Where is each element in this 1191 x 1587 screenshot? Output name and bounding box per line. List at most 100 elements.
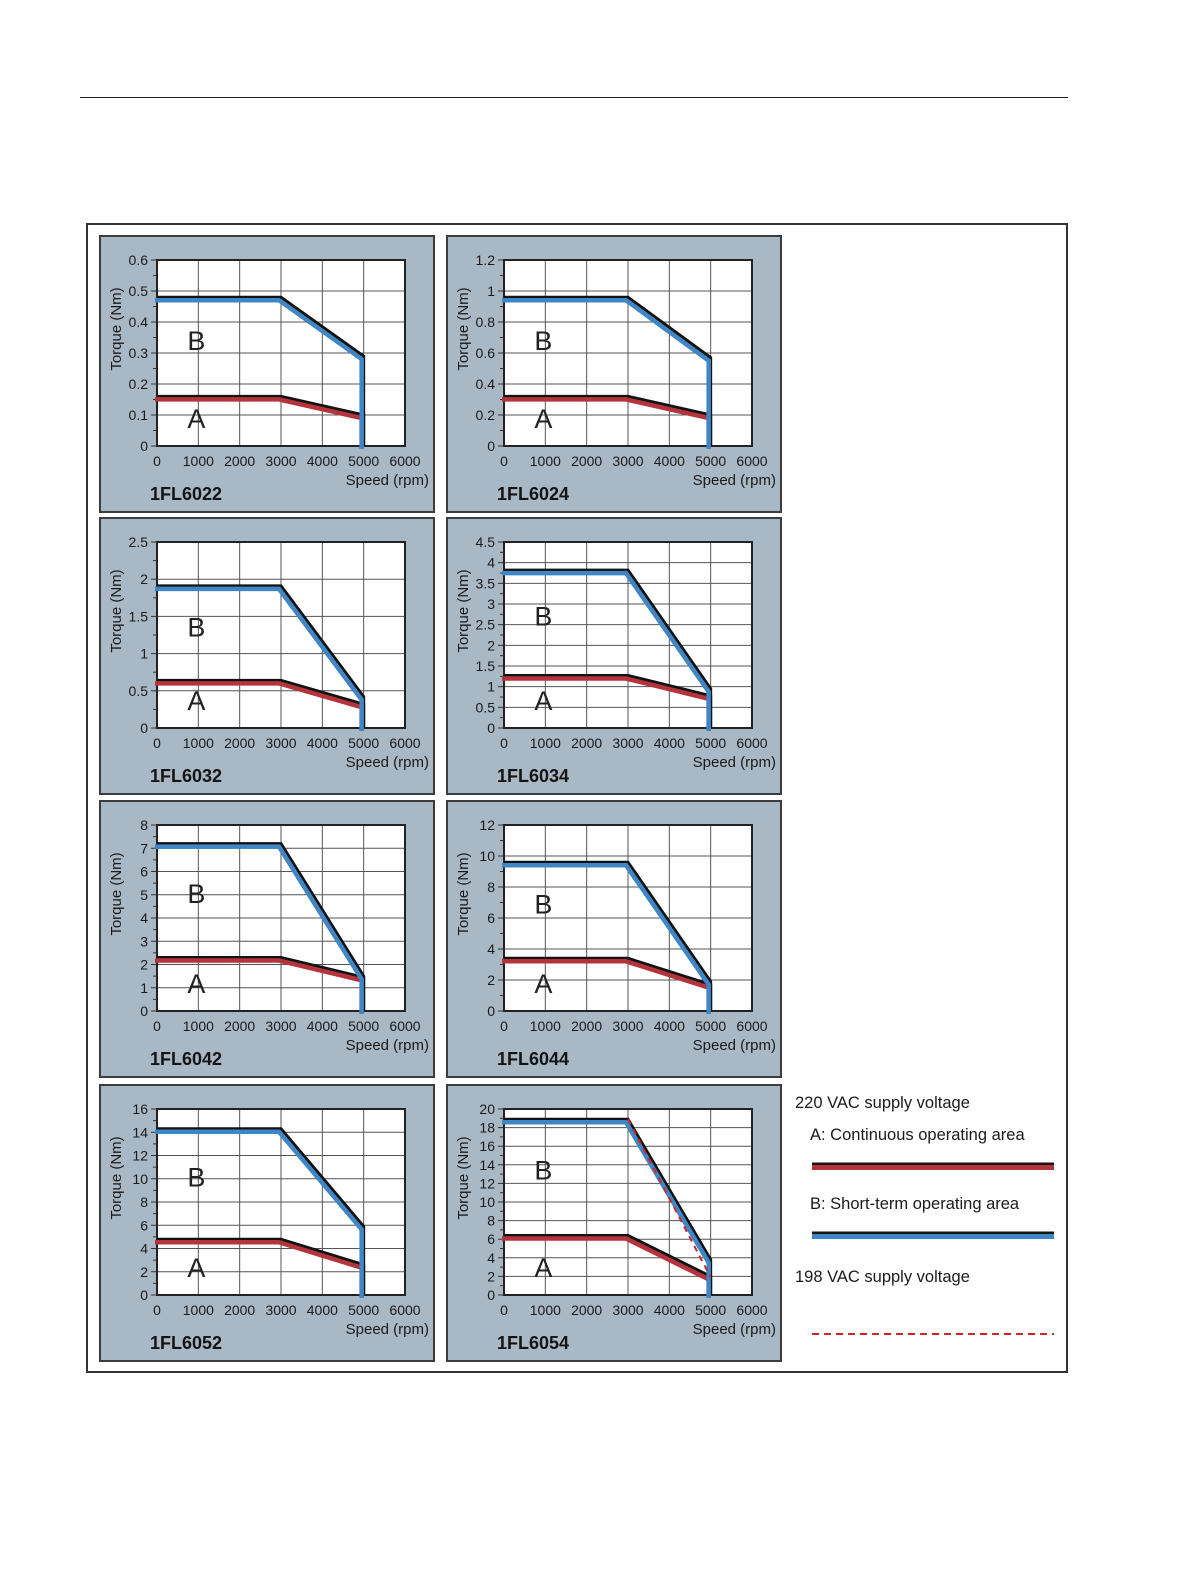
series-b-line: [155, 844, 364, 1014]
x-tick-label: 3000: [265, 1302, 296, 1318]
chart-model-label: 1FL6044: [497, 1049, 570, 1069]
x-axis-label: Speed (rpm): [346, 472, 429, 489]
chart-panel-1FL6044: B A 0 2 4 6 8 10 12 0 1000 2000 3000 4000 5000 6000 Spee…: [446, 800, 782, 1078]
y-tick-label: 2: [487, 972, 495, 988]
series-lines: [155, 584, 366, 731]
chart-model-label: 1FL6042: [150, 1049, 223, 1069]
x-tick-label: 2000: [224, 1018, 255, 1034]
x-tick-label: 5000: [695, 1302, 726, 1318]
x-tick-label: 1000: [530, 1302, 561, 1318]
y-tick-label: 0: [487, 438, 495, 454]
plot-border: [156, 259, 406, 447]
x-axis-label: Speed (rpm): [346, 754, 429, 771]
y-tick-label: 0: [140, 720, 148, 736]
x-tick-label: 5000: [348, 1302, 379, 1318]
x-tick-label: 6000: [736, 1018, 767, 1034]
region-label-b: B: [534, 326, 552, 356]
x-tick-label: 2000: [571, 1302, 602, 1318]
y-tick-label: 0: [140, 438, 148, 454]
y-tick-label: 2: [487, 637, 495, 653]
x-tick-label: 5000: [695, 453, 726, 469]
y-tick-label: 6: [140, 1217, 148, 1233]
chart-model-label: 1FL6022: [150, 484, 223, 504]
y-tick-label: 1: [487, 283, 495, 299]
x-axis-label: Speed (rpm): [693, 754, 776, 771]
y-tick-label: 4: [140, 1241, 148, 1257]
figure-frame: [86, 223, 1068, 1373]
chart-panel-1FL6054: B A 0 2 4 6 8 10 12 14 16 18 20 0 1000 2000 3000 4000 5000…: [446, 1084, 782, 1362]
chart-panel-1FL6034: B A 0 0.5 1 1.5 2 2.5 3 3.5 4 4.5 0 1000 2000 3000 4000 5…: [446, 517, 782, 795]
plot-border: [156, 1108, 406, 1296]
x-tick-label: 0: [500, 735, 508, 751]
x-tick-label: 2000: [571, 453, 602, 469]
y-tick-label: 10: [479, 1194, 495, 1210]
top-rule: [80, 97, 1068, 98]
series-b-line: [502, 1119, 711, 1298]
x-tick-label: 6000: [389, 1302, 420, 1318]
y-tick-label: 1: [140, 646, 148, 662]
series-lines: [502, 1117, 713, 1298]
x-tick-label: 3000: [265, 735, 296, 751]
y-tick-label: 6: [487, 910, 495, 926]
x-tick-label: 5000: [348, 453, 379, 469]
chart-model-label: 1FL6032: [150, 766, 223, 786]
chart-model-label: 1FL6054: [497, 1333, 570, 1353]
x-tick-label: 5000: [348, 1018, 379, 1034]
series-lines: [155, 842, 366, 1014]
region-label-b: B: [534, 602, 552, 632]
y-tick-label: 1.5: [476, 658, 496, 674]
y-tick-label: 2: [487, 1268, 495, 1284]
x-tick-label: 1000: [530, 1018, 561, 1034]
x-tick-label: 6000: [389, 735, 420, 751]
x-tick-label: 3000: [612, 453, 643, 469]
chart-panel-1FL6052: B A 0 2 4 6 8 10 12 14 16 0 1000 2000 3000 4000 5000 6000…: [99, 1084, 435, 1362]
y-tick-label: 4: [487, 1250, 495, 1266]
region-label-b: B: [187, 1162, 205, 1192]
series-lines: [502, 295, 713, 449]
x-tick-label: 4000: [307, 453, 338, 469]
region-label-a: A: [187, 969, 205, 999]
x-tick-label: 0: [153, 1018, 161, 1034]
x-tick-label: 4000: [654, 453, 685, 469]
legend-198vac-title: 198 VAC supply voltage: [795, 1268, 970, 1286]
x-tick-label: 4000: [654, 735, 685, 751]
x-tick-label: 1000: [183, 1018, 214, 1034]
torque-speed-chart: B A 0 1 2 3 4 5 6 7 8 0 1000 2000 3000 4000 5000 6000 Spee…: [108, 817, 429, 1054]
series-lines: [155, 295, 366, 449]
x-tick-label: 6000: [389, 1018, 420, 1034]
y-tick-label: 18: [479, 1120, 495, 1136]
y-tick-label: 1: [487, 679, 495, 695]
y-tick-label: 2: [140, 571, 148, 587]
x-tick-label: 1000: [183, 453, 214, 469]
y-tick-label: 4: [140, 910, 148, 926]
region-label-a: A: [187, 1253, 205, 1283]
x-tick-label: 1000: [183, 1302, 214, 1318]
y-tick-label: 0: [487, 1003, 495, 1019]
x-tick-label: 0: [153, 735, 161, 751]
plot-border: [503, 824, 753, 1012]
x-tick-label: 5000: [348, 735, 379, 751]
region-label-a: A: [534, 969, 552, 999]
x-tick-label: 0: [500, 1302, 508, 1318]
chart-model-label: 1FL6024: [497, 484, 570, 504]
region-label-a: A: [534, 404, 552, 434]
y-tick-label: 1.5: [129, 608, 149, 624]
y-tick-label: 14: [132, 1124, 148, 1140]
x-tick-label: 4000: [307, 1302, 338, 1318]
region-label-b: B: [534, 1156, 552, 1186]
torque-speed-chart: B A 0 2 4 6 8 10 12 0 1000 2000 3000 4000 5000 6000 Spee…: [455, 817, 776, 1054]
x-tick-label: 0: [500, 1018, 508, 1034]
y-tick-label: 16: [479, 1138, 495, 1154]
y-tick-label: 8: [140, 817, 148, 833]
y-tick-label: 0: [140, 1003, 148, 1019]
x-tick-label: 3000: [612, 735, 643, 751]
series-lines: [502, 568, 713, 731]
y-tick-label: 12: [479, 1175, 495, 1191]
series-b-line: [502, 570, 711, 731]
y-tick-label: 2.5: [129, 534, 149, 550]
torque-speed-chart: B A 0 2 4 6 8 10 12 14 16 18 20 0 1000 2000 3000 4000 5000…: [455, 1101, 776, 1338]
y-tick-label: 7: [140, 840, 148, 856]
y-tick-label: 0.2: [476, 407, 496, 423]
x-tick-label: 6000: [736, 735, 767, 751]
plot-border: [503, 541, 753, 729]
